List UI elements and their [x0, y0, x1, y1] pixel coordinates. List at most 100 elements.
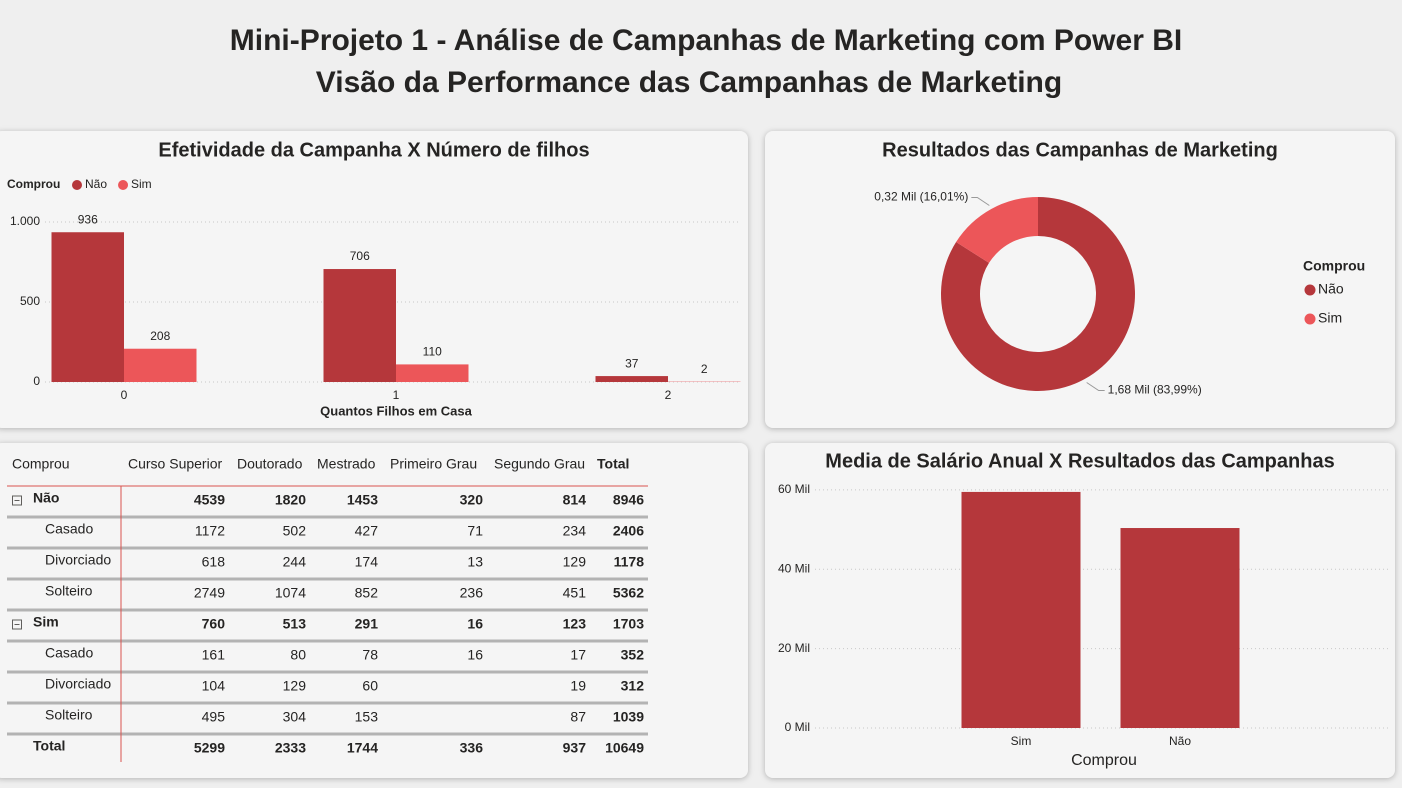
- cell: 352: [621, 647, 645, 663]
- cell: 4539: [194, 492, 225, 508]
- cell: 129: [283, 678, 307, 694]
- y-tick-label: 1.000: [10, 214, 40, 228]
- data-label: 2: [701, 362, 708, 376]
- x-tick-label: Sim: [1011, 734, 1032, 748]
- cell: 123: [563, 616, 587, 632]
- cell: 13: [467, 554, 483, 570]
- legend-marker: [1304, 313, 1316, 325]
- column-header: Doutorado: [237, 456, 303, 472]
- cell: 312: [621, 678, 645, 694]
- y-tick-label: 20 Mil: [778, 641, 810, 655]
- cell: 760: [202, 616, 226, 632]
- legend-label: Não: [1318, 281, 1344, 297]
- chart-title: Media de Salário Anual X Resultados das …: [825, 450, 1334, 472]
- row-label: Divorciado: [45, 552, 111, 568]
- cell: 5362: [613, 585, 644, 601]
- cell: 304: [283, 709, 307, 725]
- data-label: 1,68 Mil (83,99%): [1108, 383, 1202, 397]
- chart-title: Efetividade da Campanha X Número de filh…: [158, 139, 589, 161]
- cell: 174: [355, 554, 379, 570]
- y-tick-label: 60 Mil: [778, 482, 810, 496]
- x-tick-label: Não: [1169, 734, 1191, 748]
- x-axis-label: Comprou: [1071, 752, 1137, 769]
- cell: 320: [460, 492, 484, 508]
- cell: 1172: [195, 523, 225, 539]
- cell: 1178: [614, 554, 645, 570]
- cell: 1074: [275, 585, 306, 601]
- legend-label: Não: [85, 177, 107, 191]
- column-header: Comprou: [12, 456, 70, 472]
- column-header: Segundo Grau: [494, 456, 585, 472]
- cell: 852: [355, 585, 379, 601]
- column-header: Mestrado: [317, 456, 376, 472]
- cell: 5299: [194, 740, 225, 756]
- data-label: 208: [150, 329, 170, 343]
- row-label: Sim: [33, 614, 59, 630]
- cell: 336: [460, 740, 484, 756]
- cell: 153: [355, 709, 379, 725]
- cell: 1039: [613, 709, 644, 725]
- x-axis-label: Quantos Filhos em Casa: [320, 403, 472, 418]
- cell: 104: [202, 678, 226, 694]
- row-label: Casado: [45, 521, 93, 537]
- legend-marker: [72, 180, 82, 190]
- row-label: Divorciado: [45, 676, 111, 692]
- cell: 937: [563, 740, 587, 756]
- y-tick-label: 0 Mil: [785, 720, 810, 734]
- data-label: 706: [350, 249, 370, 263]
- cell: 513: [283, 616, 307, 632]
- cell: 1703: [613, 616, 644, 632]
- cell: 19: [570, 678, 586, 694]
- leader-line: [1086, 382, 1105, 392]
- page-subtitle: Visão da Performance das Campanhas de Ma…: [316, 66, 1062, 99]
- cell: 17: [570, 647, 586, 663]
- cell: 10649: [605, 740, 644, 756]
- cell: 236: [460, 585, 484, 601]
- legend-marker: [118, 180, 129, 190]
- bar: [1120, 528, 1240, 728]
- cell: 2406: [613, 523, 644, 539]
- expand-icon: [12, 619, 22, 630]
- cell: 8946: [613, 492, 644, 508]
- leader-line: [971, 196, 990, 206]
- donut-slice: [940, 197, 1136, 391]
- cell: 1453: [347, 492, 378, 508]
- data-label: 37: [625, 356, 639, 370]
- x-tick-label: 0: [121, 388, 128, 402]
- data-label: 110: [423, 345, 442, 359]
- cell: 451: [563, 585, 587, 601]
- cell: 234: [563, 523, 587, 539]
- bar: [396, 364, 469, 382]
- cell: 814: [563, 492, 587, 508]
- panel: [765, 131, 1395, 428]
- x-tick-label: 2: [665, 388, 672, 402]
- data-label: 936: [78, 212, 98, 226]
- cell: 618: [202, 554, 226, 570]
- cell: 291: [355, 616, 379, 632]
- page-title: Mini-Projeto 1 - Análise de Campanhas de…: [230, 24, 1182, 57]
- cell: 427: [355, 523, 379, 539]
- cell: 1820: [275, 492, 306, 508]
- bar: [51, 232, 124, 382]
- row-label: Total: [33, 738, 65, 754]
- data-label: 0,32 Mil (16,01%): [874, 190, 968, 204]
- x-tick-label: 1: [393, 388, 400, 402]
- cell: 2333: [275, 740, 306, 756]
- column-header: Total: [597, 456, 629, 472]
- cell: 161: [202, 647, 226, 663]
- bar: [595, 376, 668, 382]
- legend-title: Comprou: [7, 177, 60, 191]
- row-label: Casado: [45, 645, 93, 661]
- legend-marker: [1304, 284, 1316, 296]
- row-label: Solteiro: [45, 583, 93, 599]
- expand-icon: [12, 495, 22, 506]
- legend-title: Comprou: [1303, 258, 1365, 274]
- cell: 78: [362, 647, 378, 663]
- cell: 16: [467, 647, 483, 663]
- row-label: Não: [33, 490, 59, 506]
- y-tick-label: 0: [33, 374, 40, 388]
- row-label: Solteiro: [45, 707, 93, 723]
- bar: [961, 491, 1081, 728]
- cell: 244: [283, 554, 307, 570]
